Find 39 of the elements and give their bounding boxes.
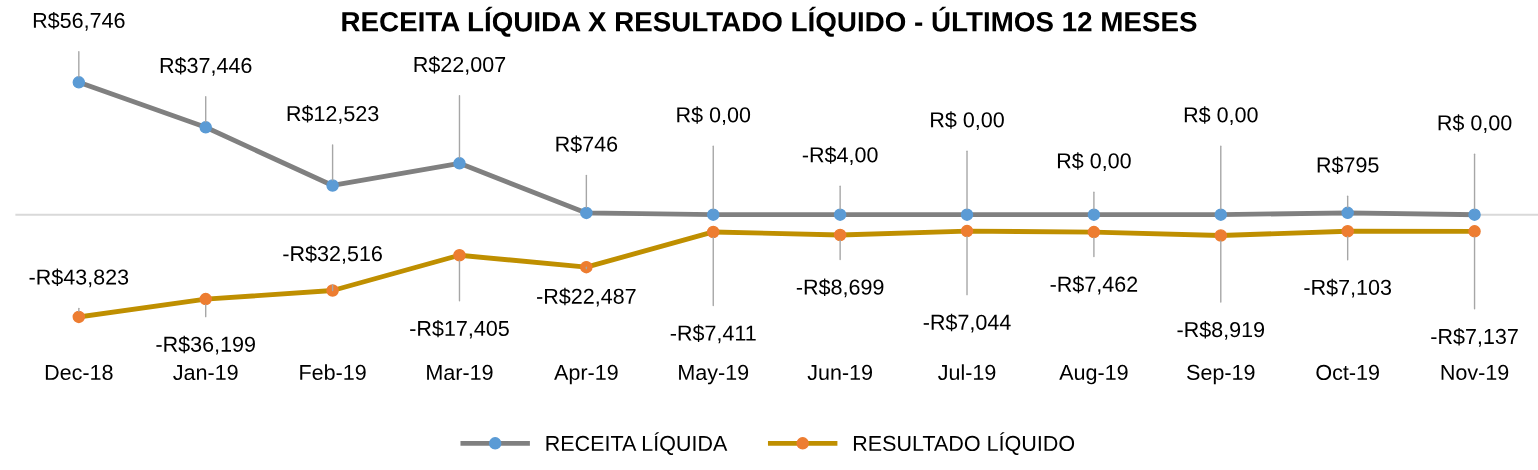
x-tick-label: Nov-19 <box>1441 364 1509 381</box>
data-label: R$795 <box>1317 156 1379 174</box>
data-label: R$ 0,00 <box>1438 114 1512 133</box>
x-tick-label: Sep-19 <box>1187 364 1255 385</box>
data-label: -R$8,919 <box>1177 321 1265 340</box>
data-label: R$ 0,00 <box>931 111 1004 130</box>
legend-label: RECEITA LÍQUIDA <box>546 432 728 455</box>
x-tick-label: Feb-19 <box>300 364 366 381</box>
data-label: R$ 0,00 <box>677 106 751 125</box>
data-label: R$746 <box>556 135 618 153</box>
data-label: R$ 0,00 <box>1057 152 1131 171</box>
chart-title: RECEITA LÍQUIDA X RESULTADO LÍQUIDO - ÚLTIMOS 12 MESES <box>342 6 1197 37</box>
x-tick-label: Apr-19 <box>554 364 618 385</box>
data-label: -R$7,137 <box>1431 327 1518 347</box>
data-label: -R$43,823 <box>29 268 129 288</box>
x-tick-label: Jun-19 <box>807 364 873 381</box>
data-label: -R$17,405 <box>410 319 509 339</box>
data-label: R$22,007 <box>414 55 506 75</box>
data-label: -R$4,00 <box>802 146 878 166</box>
x-tick-label: Aug-19 <box>1059 364 1128 385</box>
data-label: R$12,523 <box>287 105 379 124</box>
x-tick-label: Jan-19 <box>173 364 238 381</box>
data-label: -R$36,199 <box>156 335 255 355</box>
data-label: -R$8,699 <box>796 278 884 298</box>
data-label: -R$7,044 <box>923 313 1011 333</box>
data-label: -R$22,487 <box>537 287 636 307</box>
data-label: -R$32,516 <box>283 245 382 264</box>
x-tick-label: Dec-18 <box>45 364 113 381</box>
legend-label: RESULTADO LÍQUIDO <box>853 432 1075 455</box>
x-tick-label: Oct-19 <box>1316 364 1379 381</box>
data-label: R$ 0,00 <box>1184 106 1258 125</box>
x-tick-label: May-19 <box>679 364 749 385</box>
x-tick-label: Mar-19 <box>427 364 493 381</box>
data-label: -R$7,411 <box>670 324 756 344</box>
data-label: -R$7,103 <box>1304 278 1392 298</box>
data-label: R$56,746 <box>33 11 125 31</box>
data-label: R$37,446 <box>160 56 252 76</box>
data-label: -R$7,462 <box>1050 275 1138 295</box>
x-tick-label: Jul-19 <box>938 364 996 381</box>
